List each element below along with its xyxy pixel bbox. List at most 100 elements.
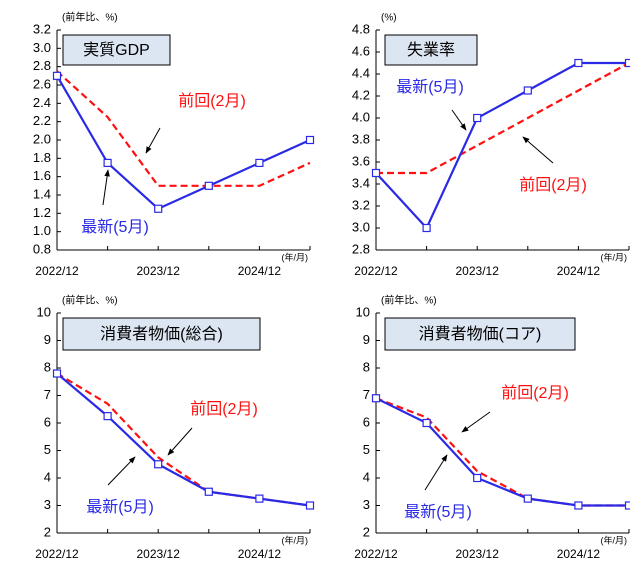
chart-panel: 2 3 4 5 6 7 8 9 10 2022/12 2023/12 2024/12 (前年比、%) (年… bbox=[354, 294, 630, 561]
x-tick-label: 2024/12 bbox=[557, 264, 601, 278]
point-marker bbox=[255, 494, 264, 503]
y-tick-label: 8 bbox=[363, 359, 370, 374]
unit-label: (前年比、%) bbox=[381, 294, 437, 307]
x-tick-label: 2022/12 bbox=[35, 547, 79, 561]
point-marker bbox=[574, 501, 583, 510]
y-tick-label: 3.2 bbox=[33, 21, 51, 36]
y-tick-label: 2.0 bbox=[33, 131, 51, 146]
annotation: 最新(5月) bbox=[81, 218, 149, 236]
point-marker bbox=[103, 158, 112, 168]
point-marker bbox=[204, 181, 213, 190]
point-marker bbox=[305, 135, 315, 145]
x-tick-label: 2022/12 bbox=[35, 264, 79, 278]
point-marker bbox=[255, 158, 264, 168]
point-marker bbox=[574, 58, 583, 68]
title-box bbox=[62, 317, 261, 351]
annotation-arrow bbox=[424, 454, 448, 491]
x-tick-label: 2023/12 bbox=[137, 547, 181, 561]
x-tick-label: 2023/12 bbox=[456, 547, 500, 561]
series-line bbox=[375, 61, 629, 230]
title-box bbox=[62, 34, 171, 66]
unit-label: (前年比、%) bbox=[62, 294, 118, 307]
chart-title: 失業率 bbox=[407, 41, 455, 59]
series-line bbox=[56, 70, 311, 187]
y-tick-label: 9 bbox=[44, 332, 51, 347]
y-tick-label: 7 bbox=[363, 387, 370, 402]
chart-title: 消費者物価(コア) bbox=[419, 325, 542, 343]
unit-label: (前年比、%) bbox=[62, 11, 118, 24]
annotation-arrow bbox=[145, 127, 161, 154]
title-box bbox=[384, 317, 576, 351]
y-tick-label: 3.0 bbox=[352, 219, 370, 234]
chart-panel: 0.8 1.0 1.2 1.4 1.6 1.8 2.0 2.2 2.4 2.6 2.8 3.0 3.2 2… bbox=[33, 11, 315, 278]
x-axis-label: (年/月) bbox=[282, 251, 309, 262]
y-tick-label: 5 bbox=[44, 442, 51, 457]
chart-panel: 2.8 3.0 3.2 3.4 3.6 3.8 4.0 4.2 4.4 4.6 4.8 2022/12… bbox=[352, 13, 630, 278]
x-tick-label: 2024/12 bbox=[557, 547, 601, 561]
annotation-arrow bbox=[451, 109, 467, 131]
y-tick-label: 2.4 bbox=[33, 95, 51, 110]
y-tick-label: 2.6 bbox=[33, 76, 51, 91]
series-line bbox=[56, 372, 311, 507]
y-tick-label: 4.8 bbox=[352, 21, 370, 36]
point-marker bbox=[371, 168, 381, 178]
point-marker bbox=[473, 473, 482, 483]
annotation: 最新(5月) bbox=[404, 503, 472, 521]
y-tick-label: 10 bbox=[37, 304, 51, 319]
x-tick-label: 2023/12 bbox=[137, 264, 181, 278]
y-tick-label: 1.0 bbox=[33, 223, 51, 238]
annotation-arrow bbox=[461, 411, 491, 433]
point-marker bbox=[422, 223, 431, 233]
title-box bbox=[384, 34, 478, 66]
y-tick-label: 6 bbox=[363, 414, 370, 429]
point-marker bbox=[371, 394, 381, 403]
annotation: 前回(2月) bbox=[178, 92, 246, 110]
unit-label: (%) bbox=[381, 13, 397, 24]
annotation: 最新(5月) bbox=[396, 78, 464, 96]
y-tick-label: 2.2 bbox=[33, 113, 51, 128]
point-marker bbox=[624, 58, 630, 68]
point-marker bbox=[523, 86, 532, 95]
annotation-arrow bbox=[522, 136, 554, 164]
y-tick-label: 3 bbox=[363, 497, 370, 512]
series-line bbox=[375, 397, 629, 507]
x-tick-label: 2024/12 bbox=[238, 547, 282, 561]
annotation-arrow bbox=[107, 456, 136, 486]
y-tick-label: 3.0 bbox=[33, 40, 51, 55]
y-tick-label: 6 bbox=[44, 414, 51, 429]
y-tick-label: 2.8 bbox=[352, 241, 370, 256]
point-marker bbox=[154, 460, 163, 469]
y-tick-label: 2 bbox=[44, 524, 51, 539]
annotation: 最新(5月) bbox=[86, 498, 154, 516]
point-marker bbox=[52, 71, 62, 80]
x-axis-label: (年/月) bbox=[601, 534, 628, 545]
y-tick-label: 3.2 bbox=[352, 197, 370, 212]
x-axis-label: (年/月) bbox=[601, 251, 628, 262]
y-tick-label: 10 bbox=[356, 304, 370, 319]
point-marker bbox=[422, 418, 431, 428]
chart-title: 消費者物価(総合) bbox=[100, 325, 223, 343]
x-tick-label: 2023/12 bbox=[456, 264, 500, 278]
y-tick-label: 1.8 bbox=[33, 150, 51, 165]
annotation-arrow bbox=[167, 427, 193, 456]
x-axis-label: (年/月) bbox=[282, 534, 309, 545]
series-line bbox=[376, 62, 630, 175]
y-tick-label: 8 bbox=[44, 359, 51, 374]
point-marker bbox=[204, 487, 213, 496]
point-marker bbox=[624, 501, 630, 510]
point-marker bbox=[305, 501, 315, 510]
point-marker bbox=[154, 204, 163, 213]
y-tick-label: 7 bbox=[44, 387, 51, 402]
y-tick-label: 4.2 bbox=[352, 87, 370, 102]
chart-title: 実質GDP bbox=[83, 41, 150, 59]
y-tick-label: 3.4 bbox=[352, 175, 370, 190]
y-tick-label: 3 bbox=[44, 497, 51, 512]
x-tick-label: 2022/12 bbox=[354, 264, 398, 278]
series-line bbox=[56, 75, 311, 211]
y-tick-label: 1.4 bbox=[33, 186, 51, 201]
annotation: 前回(2月) bbox=[190, 400, 258, 418]
point-marker bbox=[52, 369, 62, 378]
annotation-arrow bbox=[102, 169, 110, 206]
point-marker bbox=[523, 494, 532, 503]
